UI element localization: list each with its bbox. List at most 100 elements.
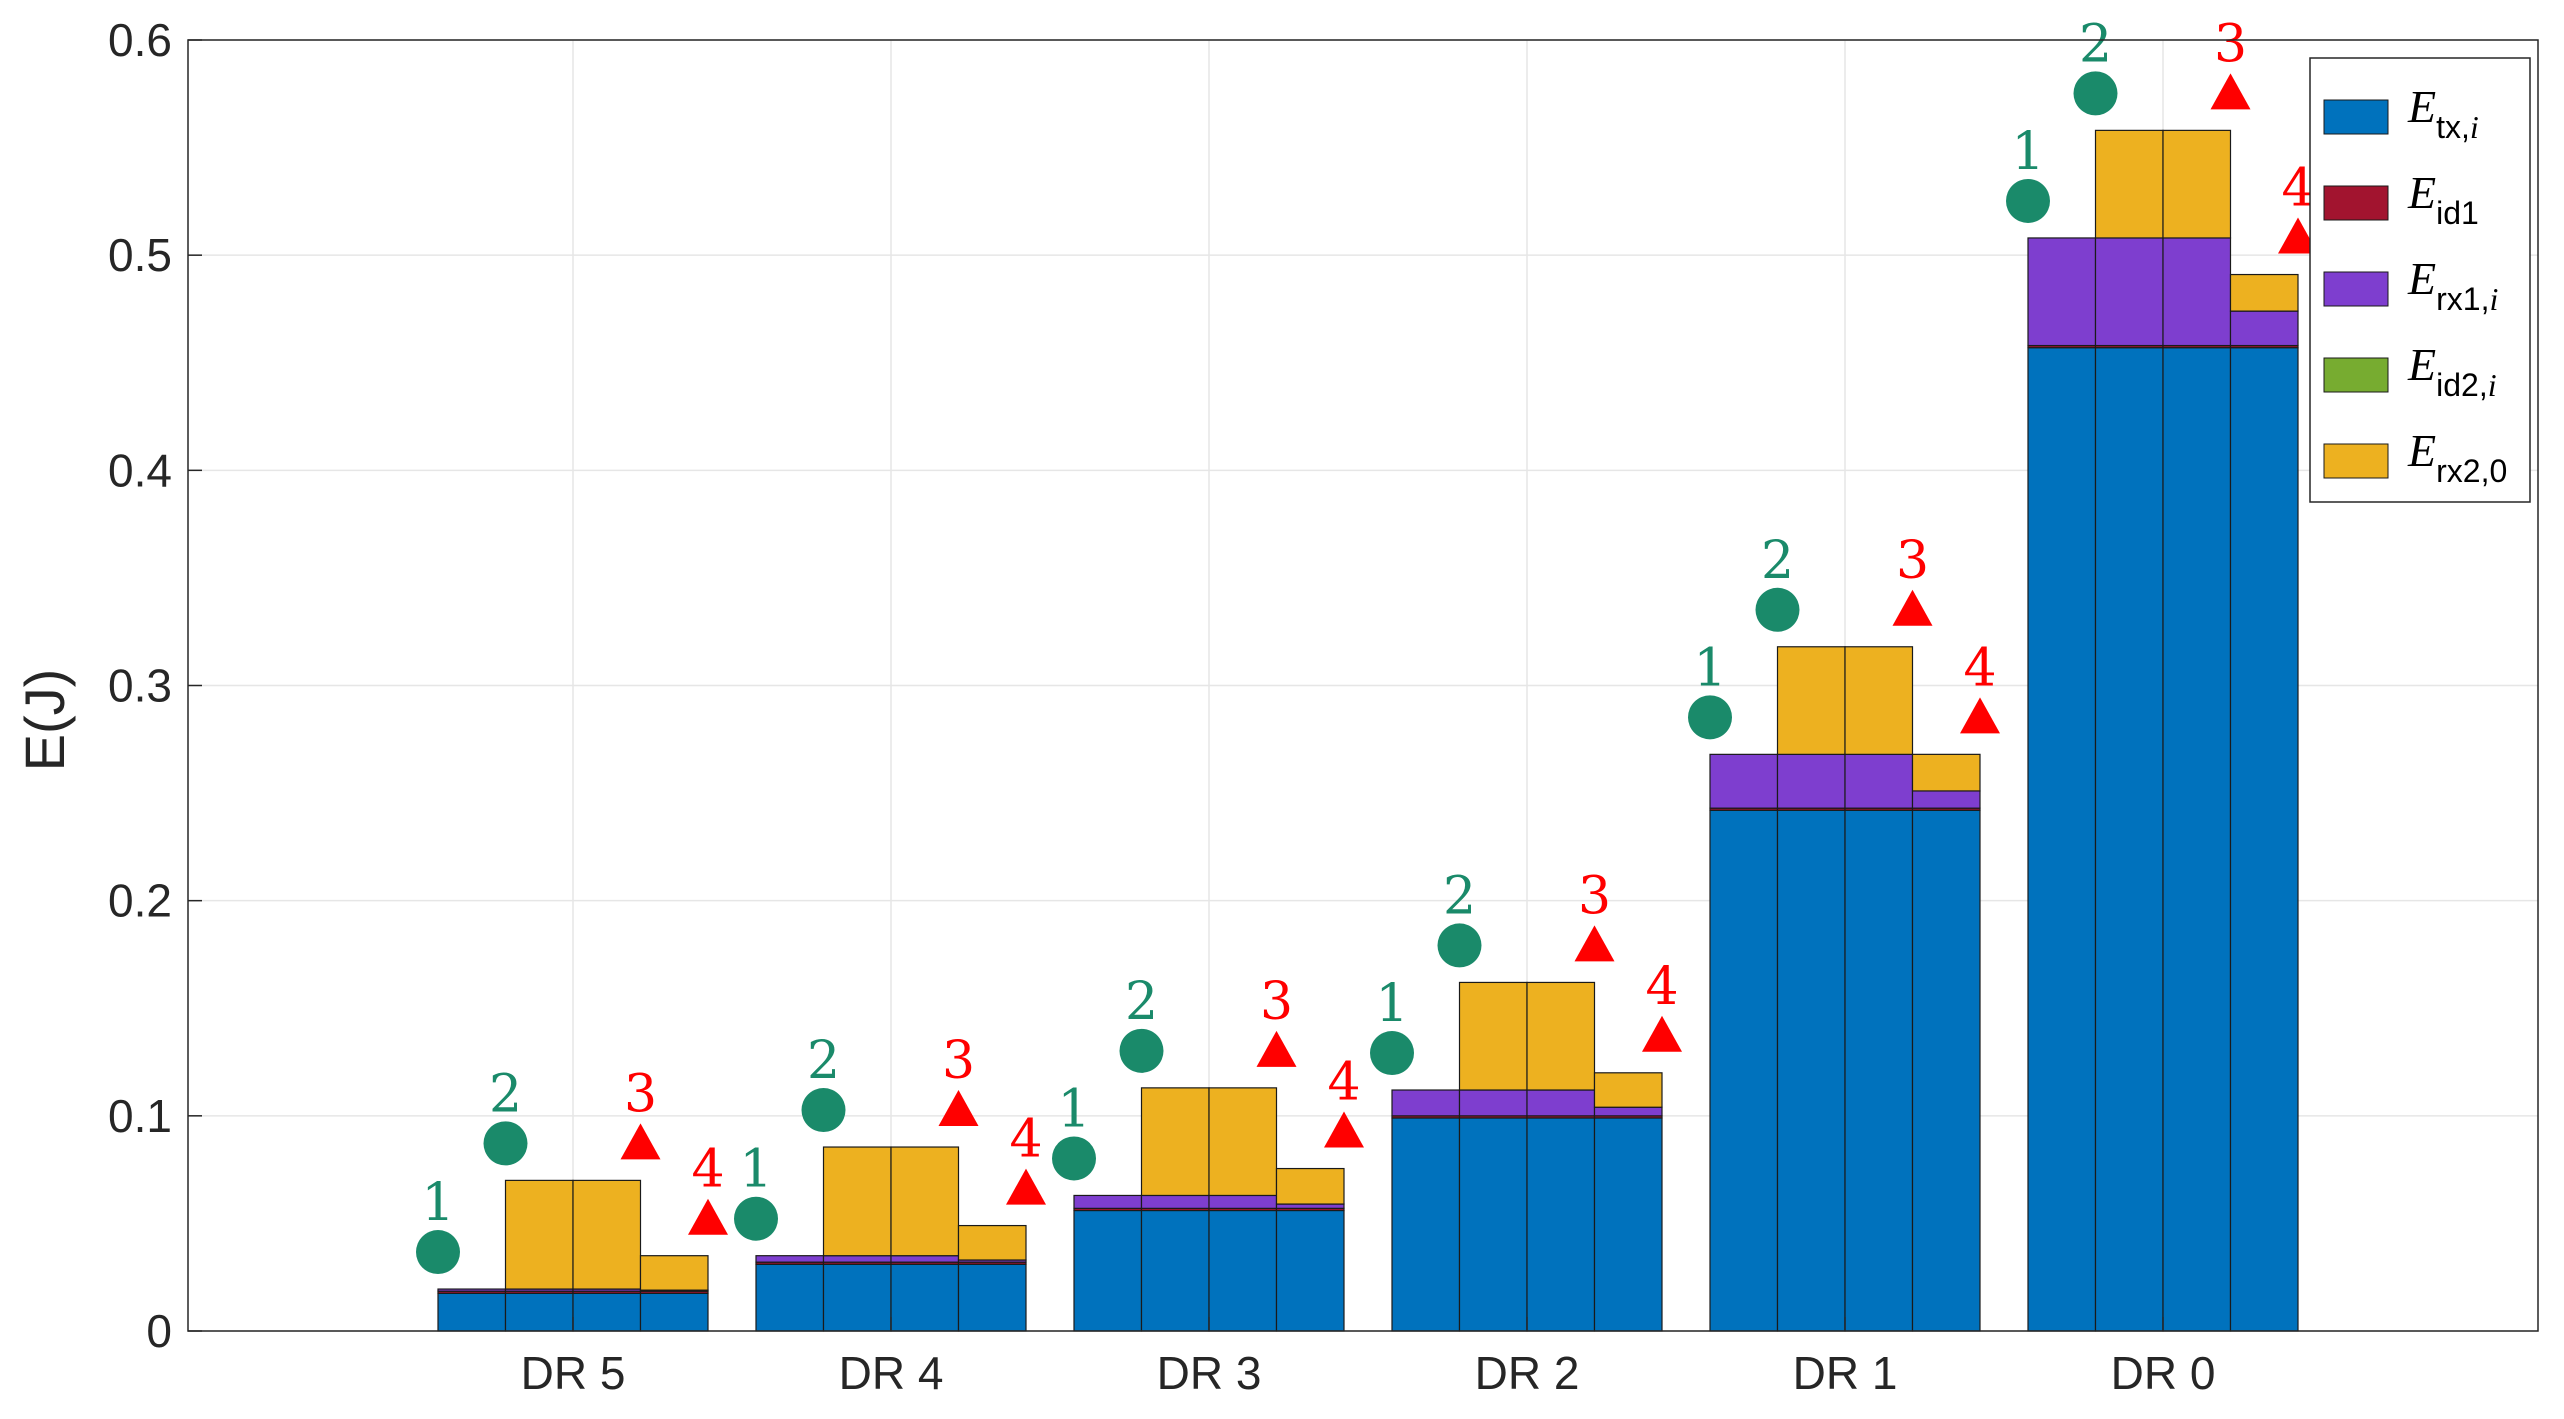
- bar-segment-tx: [890, 1263, 960, 1332]
- bar-segment-rx1: [822, 1255, 892, 1263]
- bar-segment-tx: [437, 1292, 507, 1332]
- triangle-marker: [1642, 1015, 1682, 1052]
- bar-number-label: 2: [1761, 531, 1794, 591]
- bar-segment-rx2: [2094, 129, 2164, 239]
- circle-marker: [2073, 71, 2118, 116]
- y-tick-label: 0.2: [108, 875, 172, 927]
- bar-segment-tx: [1275, 1209, 1345, 1332]
- bar-segment-rx2: [572, 1179, 642, 1290]
- legend-label-rx2: Erx2,0: [2407, 425, 2507, 489]
- bar-group-dr-3: [1073, 1087, 1345, 1332]
- y-tick-label: 0.3: [108, 660, 172, 712]
- bar-segment-rx2: [1526, 981, 1596, 1091]
- triangle-marker: [1892, 589, 1933, 626]
- y-tick-label: 0.4: [108, 444, 172, 496]
- circle-marker: [483, 1121, 528, 1166]
- circle-marker: [1370, 1031, 1414, 1076]
- bar-segment-rx1: [1391, 1089, 1461, 1117]
- bar-segment-tx: [1391, 1117, 1461, 1332]
- bar-segment-rx1: [2027, 237, 2097, 347]
- bar-number-label: 3: [1896, 531, 1929, 591]
- triangle-marker: [2278, 217, 2318, 254]
- y-axis-label: E(J): [13, 669, 76, 772]
- legend-swatch-tx: [2323, 99, 2389, 135]
- bar-number-label: 3: [942, 1031, 975, 1091]
- triangle-marker: [1324, 1111, 1364, 1148]
- bar-segment-rx2: [890, 1146, 960, 1257]
- bar-segment-rx1: [2094, 237, 2164, 347]
- circle-marker: [1052, 1136, 1096, 1181]
- bar-segment-rx1: [1458, 1089, 1528, 1117]
- bar-group-dr-2: [1391, 981, 1663, 1332]
- legend-label-rx1: Erx1,i: [2407, 253, 2498, 317]
- legend: Etx,i Eid1 Erx1,i Eid2,i Erx2,0: [2309, 57, 2531, 503]
- bar-number-label: 2: [2079, 14, 2112, 74]
- legend-swatch-rx1: [2323, 271, 2389, 307]
- circle-marker: [416, 1230, 460, 1275]
- bar-number-label: 3: [1578, 866, 1611, 926]
- bar-segment-rx1: [890, 1255, 960, 1263]
- x-tick-label: DR 2: [1475, 1347, 1580, 1399]
- legend-label-id2: Eid2,i: [2407, 339, 2497, 403]
- bar-number-label: 2: [489, 1064, 522, 1124]
- bar-number-label: 4: [1645, 957, 1678, 1017]
- bar-segment-tx: [1709, 809, 1779, 1332]
- circle-marker: [801, 1088, 846, 1133]
- bar-segment-tx: [1458, 1117, 1528, 1332]
- x-tick-label: DR 3: [1157, 1347, 1262, 1399]
- bar-segment-tx: [504, 1292, 574, 1332]
- bar-segment-tx: [1526, 1117, 1596, 1332]
- bar-segment-rx2: [1458, 981, 1528, 1091]
- y-tick-label: 0.6: [108, 14, 172, 66]
- bar-segment-rx1: [1073, 1194, 1143, 1209]
- bar-segment-tx: [1140, 1209, 1210, 1332]
- x-tick-label: DR 4: [839, 1347, 944, 1399]
- bar-group-dr-1: [1709, 646, 1981, 1332]
- bar-segment-rx2: [1844, 646, 1914, 755]
- bar-segment-rx2: [1208, 1087, 1278, 1197]
- circle-marker: [2006, 178, 2050, 223]
- bar-number-label: 1: [1375, 974, 1408, 1034]
- bar-number-label: 3: [624, 1064, 657, 1124]
- circle-marker: [1688, 695, 1732, 740]
- triangle-marker: [1574, 925, 1615, 962]
- bar-segment-tx: [957, 1263, 1027, 1332]
- bar-segment-rx2: [822, 1146, 892, 1257]
- bar-segment-rx2: [2162, 129, 2232, 239]
- bar-segment-rx1: [1275, 1203, 1345, 1209]
- bar-segment-tx: [1593, 1117, 1663, 1332]
- y-tick-label: 0.5: [108, 229, 172, 281]
- bar-segment-tx: [572, 1292, 642, 1332]
- bar-segment-rx1: [2229, 310, 2299, 347]
- triangle-marker: [1960, 697, 2000, 734]
- y-tick-label: 0: [146, 1305, 172, 1357]
- triangle-marker: [688, 1198, 728, 1235]
- bar-segment-rx1: [1911, 790, 1981, 809]
- bar-segment-rx2: [1275, 1167, 1345, 1205]
- bar-segment-tx: [1208, 1209, 1278, 1332]
- bar-segment-tx: [2229, 347, 2299, 1332]
- bar-segment-tx: [1073, 1209, 1143, 1332]
- bar-segment-rx2: [1776, 646, 1846, 755]
- circle-marker: [1755, 587, 1800, 632]
- bar-segment-rx1: [1709, 753, 1779, 809]
- bar-segment-rx2: [2229, 273, 2299, 312]
- bar-number-label: 1: [1057, 1079, 1090, 1139]
- triangle-marker: [938, 1090, 979, 1127]
- bar-segment-tx: [2027, 347, 2097, 1332]
- bar-segment-rx2: [1911, 753, 1981, 792]
- bar-number-label: 3: [2214, 14, 2247, 74]
- bar-group-dr-4: [755, 1146, 1027, 1332]
- bar-number-label: 4: [1009, 1110, 1042, 1170]
- bar-group-dr-0: [2027, 129, 2299, 1332]
- bar-number-label: 1: [739, 1140, 772, 1200]
- bar-segment-tx: [2094, 347, 2164, 1332]
- bars: [437, 129, 2299, 1332]
- bar-number-label: 1: [1693, 638, 1726, 698]
- circle-marker: [1437, 923, 1482, 968]
- bar-number-label: 4: [2281, 159, 2314, 219]
- bar-segment-rx1: [1208, 1194, 1278, 1209]
- bar-number-label: 4: [691, 1140, 724, 1200]
